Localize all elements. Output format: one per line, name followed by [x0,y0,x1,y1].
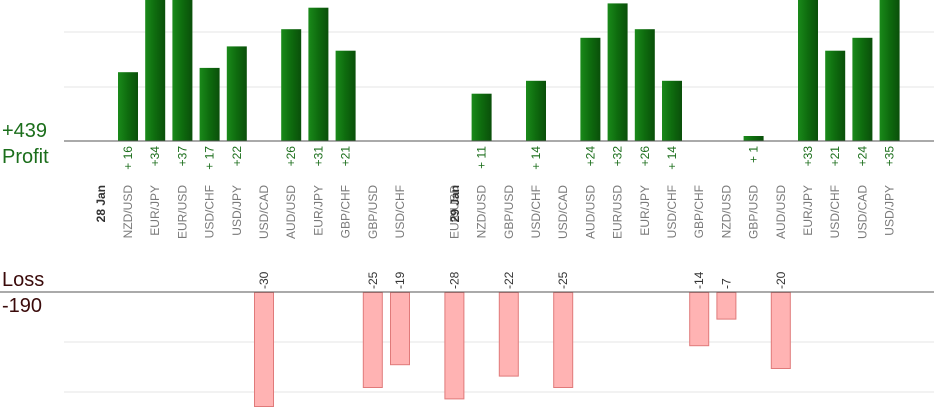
pair-tick-label: EUR/JPY [148,185,162,236]
loss-bar [362,292,383,388]
pair-tick-label: NZD/USD [719,185,733,239]
pair-tick-label: USD/CHF [393,185,407,238]
profit-bar [118,72,138,141]
profit-bar [281,29,302,142]
pair-tick-label: USD/CAD [556,185,570,239]
profit-value-label: +21 [828,146,842,167]
loss-value-label: -19 [393,271,407,289]
pair-tick-label: AUD/USD [284,185,298,239]
pair-tick-label: AUD/USD [583,185,597,239]
profit-value-label: +21 [339,146,353,167]
profit-value-label: + 17 [203,146,217,170]
pair-tick-label: GBP/CHF [339,185,353,238]
pair-tick-label: NZD/USD [121,185,135,239]
profit-value-label: +33 [801,146,815,167]
date-label: 29 Jan [448,185,462,222]
profit-bar [145,0,166,141]
pair-tick-label: EUR/USD [611,185,625,239]
profit-bar [580,37,601,141]
loss-bar [689,292,710,347]
pair-tick-label: EUR/JPY [801,185,815,236]
profit-value-label: +26 [638,146,652,167]
pair-tick-label: GBP/USD [747,185,761,239]
profit-value-label: +34 [148,146,162,167]
profit-bar [172,0,193,142]
pair-tick-label: USD/JPY [230,185,244,236]
profit-bar [743,136,764,141]
profit-bar [335,50,356,142]
pair-tick-label: GBP/USD [366,185,380,239]
labels: + 16 +34 +37 + 17 +22 +26 +31 +21 + 11 + 14 +24 +32… [94,146,897,289]
profit-value-label: +24 [855,146,869,167]
loss-value-label: -22 [502,271,516,289]
profit-value-label: + 16 [121,146,135,170]
profit-value-label: + 11 [475,146,489,169]
profit-value-label: +32 [611,146,625,167]
loss-total: -190 [2,295,42,317]
profit-value-label: +22 [230,146,244,167]
date-label: 28 Jan [94,185,108,222]
pair-tick-label: EUR/JPY [311,185,325,236]
loss-value-label: -28 [447,271,461,289]
profit-bar [798,0,818,141]
profit-bar [308,7,329,142]
loss-value-label: -7 [719,278,733,289]
pair-tick-label: USD/CHF [665,185,679,238]
pair-tick-label: NZD/USD [475,185,489,239]
profit-label: Profit [2,146,49,168]
profit-bar [226,46,247,141]
pair-tick-label: USD/JPY [883,185,897,236]
pair-tick-label: USD/CHF [828,185,842,238]
profit-total: +439 [2,120,47,142]
pair-tick-label: USD/CHF [203,185,217,238]
profit-value-label: + 1 [747,146,761,163]
profit-value-label: +37 [175,146,189,167]
pair-tick-label: GBP/USD [502,185,516,239]
pair-tick-label: USD/CAD [257,185,271,239]
pair-tick-label: USD/CAD [855,185,869,239]
profit-value-label: +26 [284,146,298,167]
loss-bar [716,292,737,320]
profit-bar [825,50,846,142]
profit-value-label: +24 [583,146,597,167]
profit-bar [199,67,220,141]
pair-tick-label: EUR/JPY [638,185,652,236]
loss-value-label: -25 [366,271,380,289]
profit-bar [879,0,900,141]
profit-bar [471,93,492,141]
pair-tick-label: AUD/USD [774,185,788,239]
profit-bar [852,37,873,141]
profit-bar [662,80,682,141]
profit-bar [526,80,546,141]
profit-value-label: + 14 [529,146,543,170]
pair-tick-label: EUR/USD [175,185,189,239]
loss-bar [498,292,519,377]
pair-tick-label: USD/CHF [529,185,543,238]
loss-bar [553,292,574,388]
loss-value-label: -14 [692,271,706,289]
loss-bar [390,292,410,366]
profit-value-label: +35 [883,146,897,167]
loss-value-label: -25 [556,271,570,289]
axes [0,140,934,293]
loss-bar [770,292,791,369]
loss-bar [254,292,274,407]
loss-bar [444,292,465,400]
profit-bar [634,29,655,142]
pair-tick-label: EUR/USD [447,185,461,239]
pair-tick-label: GBP/CHF [692,185,706,238]
loss-label: Loss [2,269,44,291]
profit-bar [607,3,628,142]
loss-value-label: -20 [774,271,788,289]
loss-value-label: -30 [257,271,271,289]
profit-value-label: +31 [311,146,325,167]
profit-value-label: + 14 [665,146,679,170]
